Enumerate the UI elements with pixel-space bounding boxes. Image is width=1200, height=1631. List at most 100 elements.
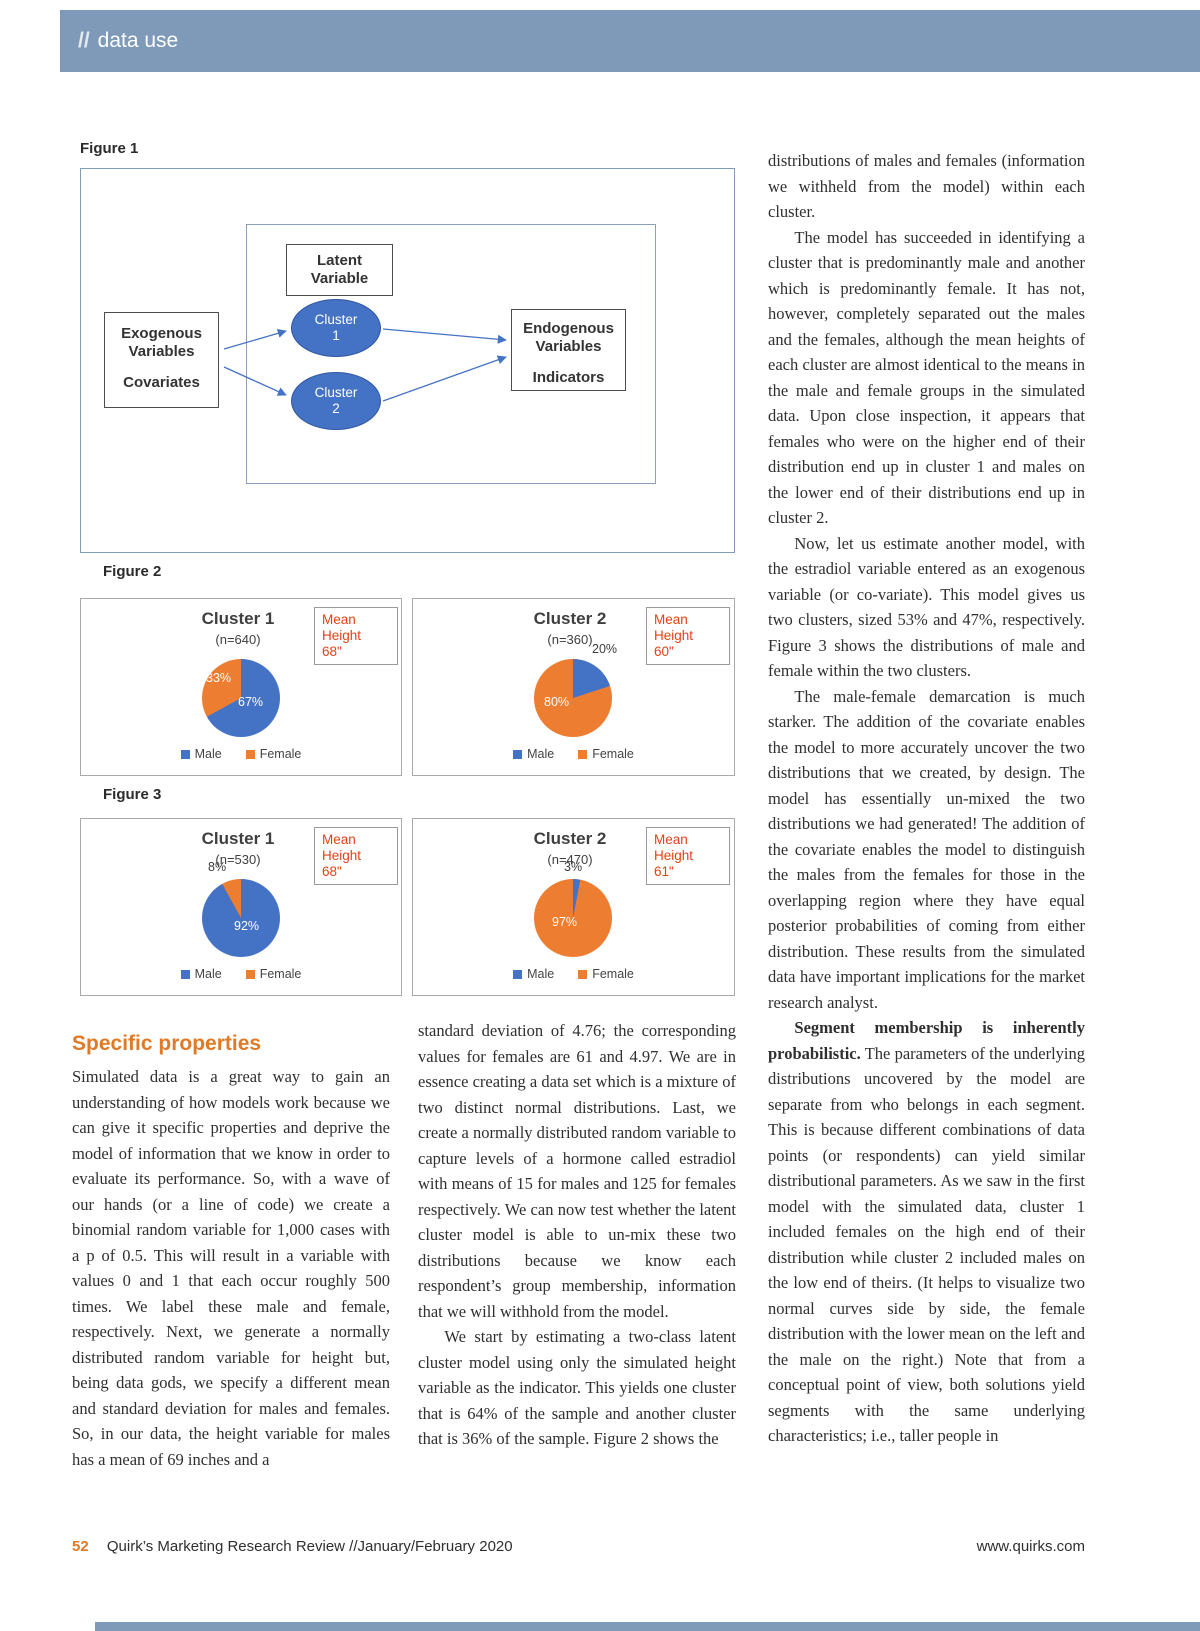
cluster2-label: Cluster 2 — [314, 385, 358, 416]
panel-head: Cluster 2 (n=470) — [460, 829, 680, 867]
header-band: // data use — [60, 10, 1200, 72]
endogenous-title: Endogenous Variables — [523, 320, 614, 355]
pie-chart: 8% 92% — [202, 860, 280, 957]
covariates-label: Covariates — [123, 374, 200, 391]
pie-label-male: 3% — [564, 860, 583, 874]
mean-height-value: 61" — [654, 863, 674, 879]
bold-lead: Segment membership is inherently probabi… — [768, 1018, 1085, 1063]
pie-label-male: 67% — [238, 695, 264, 709]
mean-height-box: Mean Height 61" — [646, 827, 730, 885]
latent-variable-box: Latent Variable — [286, 244, 393, 296]
exogenous-title: Exogenous Variables — [121, 325, 202, 360]
paragraph: The model has succeeded in identifying a… — [768, 227, 1085, 528]
mean-height-value: 68" — [322, 863, 342, 879]
paragraph: distributions of males and females (info… — [768, 151, 1085, 221]
male-color-swatch — [180, 969, 190, 979]
panel-n: (n=530) — [215, 852, 261, 867]
mean-height-value: 68" — [322, 643, 342, 659]
footer: 52 Quirk’s Marketing Research Review //J… — [72, 1538, 1085, 1555]
figure2-label: Figure 2 — [103, 563, 162, 580]
legend: Male Female — [81, 967, 401, 981]
legend-male-label: Male — [527, 967, 555, 981]
male-color-swatch — [180, 749, 190, 759]
figure1-inner-frame — [246, 224, 656, 484]
mean-height-box: Mean Height 68" — [314, 827, 398, 885]
website-url: www.quirks.com — [976, 1538, 1085, 1555]
pie-label-male: 20% — [592, 642, 618, 656]
publication-name: Quirk’s Marketing Research Review //Janu… — [106, 1538, 513, 1555]
pie-label-female: 80% — [544, 695, 570, 709]
paragraph: We start by estimating a two-class laten… — [418, 1327, 736, 1448]
female-color-swatch — [245, 969, 255, 979]
legend: Male Female — [81, 747, 401, 761]
figure1-label: Figure 1 — [80, 140, 139, 157]
panel-n: (n=640) — [215, 632, 261, 647]
column-right: distributions of males and females (info… — [768, 148, 1085, 1449]
mean-height-label: Mean Height — [322, 612, 362, 643]
figure2-panel-cluster2: Cluster 2 (n=360) Mean Height 60" 20% 80… — [412, 598, 735, 776]
pie-chart: 33% 67% — [202, 659, 280, 737]
female-color-swatch — [578, 969, 588, 979]
pie-label-female: 97% — [552, 915, 578, 929]
figure1-diagram: Latent Variable Cluster 1 Cluster 2 Exog… — [80, 168, 735, 553]
figure3-panel-cluster2: Cluster 2 (n=470) Mean Height 61" 3% 97%… — [412, 818, 735, 996]
panel-n: (n=470) — [547, 852, 593, 867]
pie-label-female: 8% — [208, 860, 227, 874]
endogenous-variables-box: Endogenous Variables Indicators — [511, 309, 626, 391]
paragraph: Segment membership is inherently probabi… — [768, 1015, 1085, 1449]
figure3-label: Figure 3 — [103, 786, 162, 803]
female-color-swatch — [578, 749, 588, 759]
latent-variable-label: Latent Variable — [310, 252, 369, 287]
page-number: 52 — [72, 1538, 89, 1555]
legend-male-label: Male — [527, 747, 555, 761]
paragraph: standard deviation of 4.76; the correspo… — [418, 1021, 736, 1321]
column-middle: standard deviation of 4.76; the correspo… — [418, 1018, 736, 1452]
section-heading: Specific properties — [72, 1032, 262, 1055]
mean-height-value: 60" — [654, 643, 674, 659]
mean-height-box: Mean Height 60" — [646, 607, 730, 665]
paragraph: Now, let us estimate another model, with… — [768, 533, 1085, 681]
mean-height-label: Mean Height — [322, 832, 362, 863]
figure3-panel-cluster1: Cluster 1 (n=530) Mean Height 68" 8% 92%… — [80, 818, 402, 996]
panel-head: Cluster 2 (n=360) — [460, 609, 680, 647]
panel-title: Cluster 2 — [533, 609, 607, 628]
cluster2-node: Cluster 2 — [291, 372, 381, 430]
mean-height-box: Mean Height 68" — [314, 607, 398, 665]
panel-head: Cluster 1 (n=530) — [128, 829, 348, 867]
bottom-accent-strip — [95, 1622, 1200, 1631]
pie-chart: 3% 97% — [534, 860, 612, 957]
panel-title: Cluster 1 — [201, 609, 275, 628]
legend: Male Female — [413, 747, 734, 761]
pie-label-female: 33% — [206, 671, 232, 685]
indicators-label: Indicators — [532, 369, 605, 386]
header-section-label: data use — [97, 29, 179, 52]
panel-n: (n=360) — [547, 632, 593, 647]
exogenous-variables-box: Exogenous Variables Covariates — [104, 312, 219, 408]
panel-head: Cluster 1 (n=640) — [128, 609, 348, 647]
legend-male-label: Male — [194, 747, 222, 761]
column-left: Simulated data is a great way to gain an… — [72, 1064, 390, 1472]
paragraph: The male-female demarcation is much star… — [768, 686, 1085, 1012]
figure2-panel-cluster1: Cluster 1 (n=640) Mean Height 68" 33% 67… — [80, 598, 402, 776]
pie-label-male: 92% — [234, 919, 260, 933]
legend-female-label: Female — [592, 967, 634, 981]
male-color-swatch — [513, 749, 523, 759]
mean-height-label: Mean Height — [654, 612, 694, 643]
legend-female-label: Female — [259, 747, 302, 761]
legend-female-label: Female — [259, 967, 302, 981]
male-color-swatch — [513, 969, 523, 979]
panel-title: Cluster 1 — [201, 829, 275, 848]
figure1-arrows — [223, 328, 507, 402]
pie-chart: 20% 80% — [534, 642, 617, 737]
mean-height-label: Mean Height — [654, 832, 694, 863]
paragraph: Simulated data is a great way to gain an… — [72, 1067, 390, 1469]
panel-title: Cluster 2 — [533, 829, 607, 848]
header-slashes: // — [78, 29, 90, 52]
legend-female-label: Female — [592, 747, 634, 761]
female-color-swatch — [245, 749, 255, 759]
cluster1-node: Cluster 1 — [291, 299, 381, 357]
legend-male-label: Male — [194, 967, 222, 981]
cluster1-label: Cluster 1 — [314, 312, 358, 343]
paragraph-rest: The parameters of the underlying distrib… — [768, 1043, 1085, 1446]
